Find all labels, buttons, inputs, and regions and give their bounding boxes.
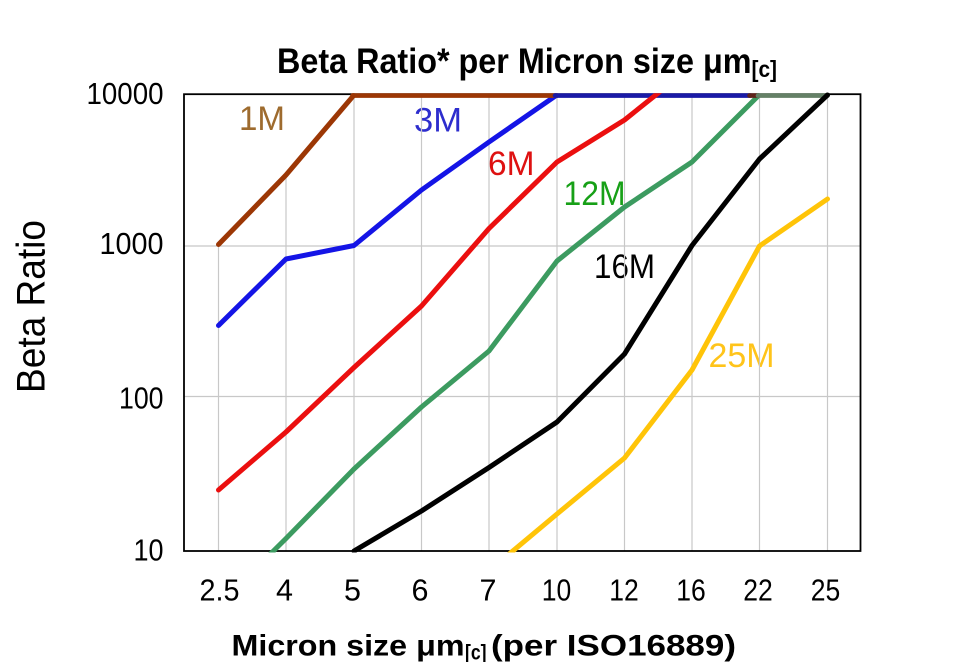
svg-text:10: 10 [542,574,572,608]
svg-text:1M: 1M [239,100,285,138]
svg-text:Beta Ratio: Beta Ratio [10,220,54,393]
svg-text:2.5: 2.5 [200,574,240,608]
svg-text:22: 22 [743,574,773,608]
svg-text:12M: 12M [564,175,626,213]
svg-text:[c]: [c] [752,56,778,82]
svg-text:6M: 6M [488,145,535,183]
svg-text:[c]: [c] [465,642,487,662]
svg-text:16: 16 [676,574,706,608]
svg-text:7: 7 [480,574,497,608]
svg-text:6: 6 [412,574,429,608]
svg-text:Micron size μm: Micron size μm [232,630,465,662]
svg-text:10: 10 [134,533,164,568]
svg-text:4: 4 [276,574,293,608]
svg-text:(per ISO16889): (per ISO16889) [491,630,736,662]
svg-text:100: 100 [119,380,164,415]
svg-text:1000: 1000 [100,226,164,261]
svg-text:25: 25 [811,574,841,608]
svg-text:5: 5 [344,574,361,608]
svg-text:Beta Ratio* per Micron size μm: Beta Ratio* per Micron size μm [277,42,752,81]
svg-text:25M: 25M [709,337,775,375]
svg-text:10000: 10000 [87,76,164,111]
svg-text:12: 12 [609,574,639,608]
